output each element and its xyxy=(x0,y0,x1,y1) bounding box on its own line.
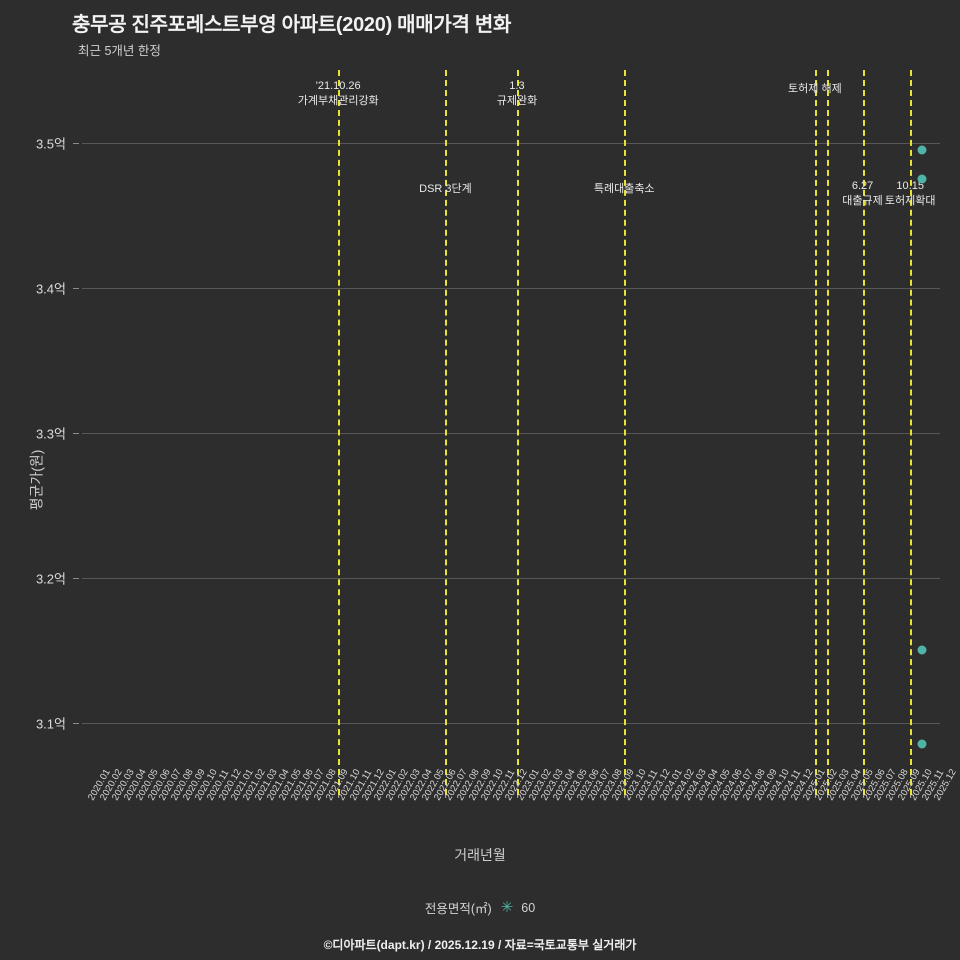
event-line xyxy=(445,70,448,795)
y-tick-label: 3.5억 xyxy=(35,136,66,151)
x-tick-labels: 2020.01 2020.02 2020.03 2020.04 2020.05 2020.… xyxy=(82,767,959,857)
event-label-line2: 가계부채관리강화 xyxy=(297,95,379,107)
event-label-line2: 대출규제 xyxy=(842,195,883,207)
event-label-line1: 10.15 xyxy=(896,180,924,192)
data-point[interactable] xyxy=(917,174,927,184)
y-tick-mark xyxy=(73,287,79,289)
chart-subtitle: 최근 5개년 한정 xyxy=(78,44,161,58)
event-label-line1: '21.10.26 xyxy=(315,80,361,92)
y-tick-label: 3.4억 xyxy=(35,281,66,296)
event-label-line2: 규제완화 xyxy=(496,95,538,107)
grid-line xyxy=(82,432,940,434)
grid-line xyxy=(82,287,940,289)
y-axis-label: 평균가(원) xyxy=(28,449,45,511)
event-label: '21.10.26 가계부채관리강화 xyxy=(298,80,379,108)
y-tick-mark xyxy=(73,432,79,434)
event-label-line1: 1.3 xyxy=(509,80,525,92)
y-tick-mark xyxy=(73,142,79,144)
event-label: DSR 3단계 xyxy=(419,180,472,196)
event-label-line1: DSR 3단계 xyxy=(419,183,472,195)
event-label: 1.3 규제완화 xyxy=(497,80,537,108)
grid-line xyxy=(82,722,940,724)
legend: 전용면적(㎡) ✳ 60 xyxy=(0,898,960,917)
event-line xyxy=(862,70,865,795)
data-point[interactable] xyxy=(917,645,927,655)
legend-title: 전용면적(㎡) xyxy=(424,902,492,916)
plot-area: 3.1억 3.2억 3.3억 3.4억 3.5억 '21.10.26 가계부채관리강화 DSR… xyxy=(36,70,940,795)
event-line xyxy=(338,70,341,795)
event-line xyxy=(814,70,817,795)
data-point[interactable] xyxy=(917,739,927,749)
event-line xyxy=(826,70,829,795)
chart-title: 충무공 진주포레스트부영 아파트(2020) 매매가격 변화 xyxy=(72,14,512,36)
event-label-line2: 토허제확대 xyxy=(884,195,936,207)
y-tick-label: 3.2억 xyxy=(35,571,66,586)
legend-marker-icon: ✳ xyxy=(500,899,514,916)
event-label-line1: 토허제 해제 xyxy=(788,83,842,95)
event-line xyxy=(910,70,913,795)
event-label: 10.15 토허제확대 xyxy=(885,180,936,208)
y-tick-label: 3.3억 xyxy=(35,426,66,441)
event-line xyxy=(624,70,627,795)
x-axis-label: 거래년월 xyxy=(454,847,506,863)
event-label: 특례대출축소 xyxy=(594,180,655,196)
event-line xyxy=(516,70,519,795)
legend-item-60[interactable]: 60 xyxy=(521,900,536,915)
y-tick-mark xyxy=(73,722,79,724)
data-point[interactable] xyxy=(917,145,927,155)
footer-credit: ©디아파트(dapt.kr) / 2025.12.19 / 자료=국토교통부 실… xyxy=(323,938,637,952)
y-tick-label: 3.1억 xyxy=(35,716,66,731)
event-label: 6.27 대출규제 xyxy=(842,180,882,208)
grid-line xyxy=(82,142,940,144)
event-label: 토허제 해제 xyxy=(788,80,842,96)
event-label-line1: 특례대출축소 xyxy=(593,183,655,195)
y-tick-mark xyxy=(73,577,79,579)
event-label-line1: 6.27 xyxy=(851,180,874,192)
grid-line xyxy=(82,577,940,579)
